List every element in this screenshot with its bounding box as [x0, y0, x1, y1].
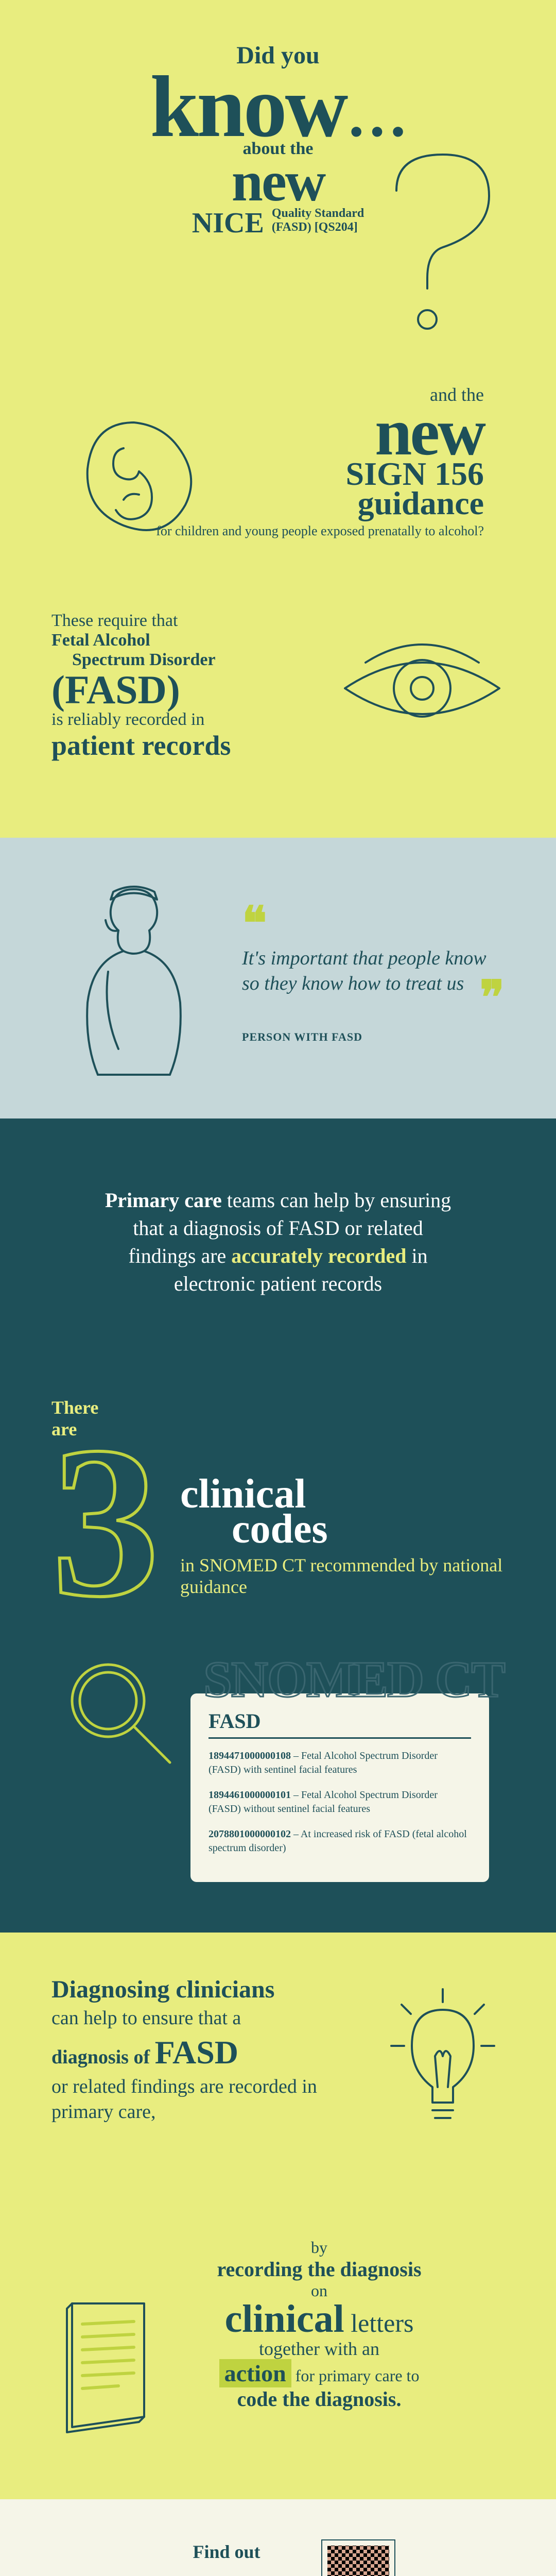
question-mark-icon: [376, 144, 510, 343]
text-know: know…: [103, 70, 453, 144]
fetus-icon: [62, 402, 206, 549]
section-primary-care: Primary care teams can help by ensuring …: [0, 1118, 556, 1366]
text-fasd-full-1: Fetal Alcohol: [51, 631, 340, 650]
recording-text: by recording the diagnosis on clinical l…: [154, 2238, 484, 2411]
section-quote: ❝ It's important that people know so the…: [0, 838, 556, 1118]
codes-heading-col: clinical codes in SNOMED CT recommended …: [180, 1446, 505, 1598]
findout-row: Find out more: [51, 2540, 505, 2576]
lightbulb-icon: [376, 1979, 510, 2146]
action-highlight: action: [219, 2359, 291, 2387]
quote-citation: PERSON WITH FASD: [242, 1030, 505, 1044]
code-item: 1894461000000101 – Fetal Alcohol Spectru…: [208, 1788, 471, 1816]
section-footer: Find out more RCPSYCH ROYAL COLLEGE OF P…: [0, 2499, 556, 2576]
qr-code-icon[interactable]: [322, 2540, 394, 2576]
text-patient-records: patient records: [51, 730, 340, 761]
big-three: 3: [51, 1430, 160, 1614]
code-item: 2078801000000102 – At increased risk of …: [208, 1827, 471, 1855]
magnifier-icon: [62, 1654, 175, 1770]
card-title: FASD: [208, 1709, 471, 1739]
text-require: These require that: [51, 611, 340, 631]
quality-standard-col: Quality Standard (FASD) [QS204]: [272, 207, 364, 234]
text-nice: NICE: [192, 207, 264, 240]
diagnosing-text: Diagnosing clinicians can help to ensure…: [51, 1974, 381, 2125]
three-codes-row: 3 clinical codes in SNOMED CT recommende…: [51, 1430, 505, 1614]
text-fasd-abbr: (FASD): [51, 670, 340, 710]
quote-open-icon: ❝: [242, 912, 505, 936]
section-clinical-codes: There are 3 clinical codes in SNOMED CT …: [0, 1366, 556, 1933]
person-icon: [51, 869, 232, 1088]
text-fasd-full-2: Spectrum Disorder: [72, 650, 340, 670]
section-require: These require that Fetal Alcohol Spectru…: [0, 580, 556, 838]
primary-care-text: Primary care teams can help by ensuring …: [98, 1187, 458, 1298]
section-intro: Did you know… about the new NICE Quality…: [0, 0, 556, 580]
require-text-block: These require that Fetal Alcohol Spectru…: [51, 611, 340, 761]
document-icon: [51, 2293, 165, 2440]
quote-block: ❝ It's important that people know so the…: [232, 912, 505, 1044]
code-item: 1894471000000108 – Fetal Alcohol Spectru…: [208, 1749, 471, 1777]
text-recorded: is reliably recorded in: [51, 710, 340, 730]
codes-card: FASD 1894471000000108 – Fetal Alcohol Sp…: [190, 1693, 489, 1882]
findout-block: Find out more: [162, 2541, 291, 2576]
section-diagnosing: Diagnosing clinicians can help to ensure…: [0, 1933, 556, 2499]
eye-icon: [335, 632, 510, 748]
